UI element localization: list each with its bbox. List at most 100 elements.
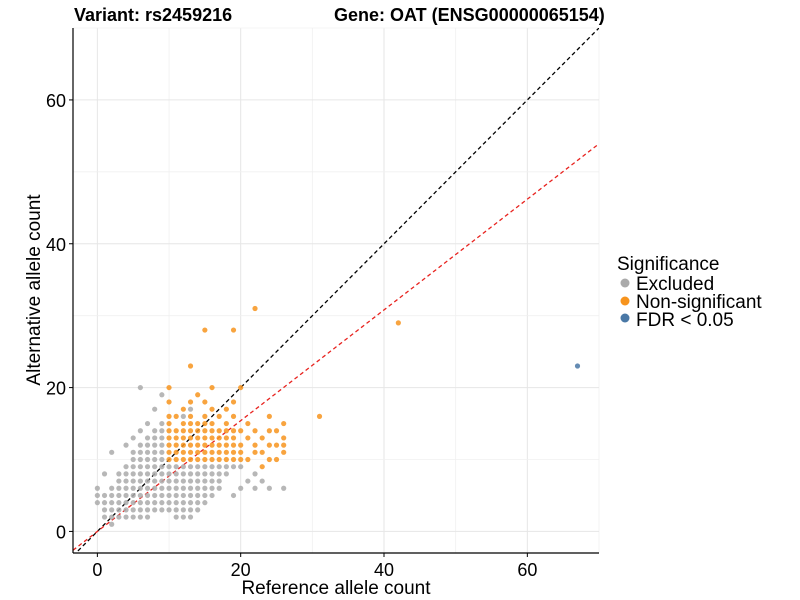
- point-non-significant: [216, 442, 222, 448]
- point-excluded: [144, 471, 151, 477]
- point-excluded: [195, 492, 201, 499]
- point-excluded: [130, 507, 136, 513]
- point-non-significant: [202, 420, 208, 427]
- point-excluded: [166, 492, 172, 499]
- point-non-significant: [166, 384, 172, 391]
- point-non-significant: [166, 428, 172, 434]
- point-non-significant: [281, 420, 287, 427]
- point-non-significant: [245, 420, 251, 427]
- data-points: [94, 305, 581, 527]
- point-excluded: [109, 507, 115, 513]
- point-non-significant: [273, 456, 280, 463]
- point-excluded: [173, 485, 179, 491]
- point-excluded: [116, 485, 122, 491]
- point-excluded: [173, 507, 179, 513]
- point-non-significant: [166, 449, 172, 455]
- point-excluded: [101, 492, 108, 499]
- point-excluded: [123, 442, 129, 448]
- point-excluded: [216, 485, 222, 491]
- point-non-significant: [238, 384, 244, 391]
- point-excluded: [195, 500, 201, 506]
- point-excluded: [166, 500, 172, 506]
- point-excluded: [109, 485, 115, 491]
- point-excluded: [109, 500, 115, 506]
- point-excluded: [152, 500, 158, 506]
- y-tick-label: 20: [46, 379, 66, 399]
- point-excluded: [180, 514, 186, 520]
- point-non-significant: [281, 449, 287, 455]
- point-non-significant: [166, 435, 172, 441]
- point-excluded: [123, 485, 129, 491]
- point-non-significant: [166, 442, 172, 448]
- point-excluded: [245, 478, 251, 484]
- x-tick-label: 20: [231, 560, 251, 580]
- point-excluded: [94, 500, 100, 506]
- point-non-significant: [180, 420, 186, 427]
- point-excluded: [144, 485, 151, 491]
- point-non-significant: [180, 456, 186, 463]
- point-non-significant: [230, 456, 237, 463]
- point-non-significant: [281, 442, 287, 448]
- point-non-significant: [173, 413, 179, 419]
- point-non-significant: [259, 464, 265, 470]
- point-non-significant: [245, 456, 251, 463]
- point-non-significant: [202, 442, 208, 448]
- point-excluded: [202, 478, 208, 484]
- point-excluded: [166, 478, 172, 484]
- point-excluded: [180, 471, 186, 477]
- point-excluded: [216, 478, 222, 484]
- point-excluded: [152, 478, 158, 484]
- point-excluded: [187, 492, 194, 499]
- point-excluded: [116, 478, 122, 484]
- point-excluded: [109, 449, 115, 455]
- point-non-significant: [173, 442, 179, 448]
- point-non-significant: [209, 435, 215, 441]
- point-excluded: [152, 442, 158, 448]
- point-non-significant: [180, 435, 186, 441]
- y-tick-label: 40: [46, 235, 66, 255]
- point-non-significant: [180, 428, 186, 434]
- point-non-significant: [223, 428, 229, 434]
- point-non-significant: [166, 420, 172, 427]
- point-excluded: [130, 492, 136, 499]
- legend-key-excluded: [620, 278, 630, 288]
- point-excluded: [152, 449, 158, 455]
- point-non-significant: [209, 442, 215, 448]
- point-non-significant: [195, 442, 201, 448]
- point-excluded: [166, 464, 172, 470]
- point-excluded: [144, 456, 151, 463]
- point-excluded: [137, 478, 143, 484]
- y-tick-label: 0: [56, 522, 66, 542]
- point-non-significant: [273, 442, 280, 448]
- x-axis-title: Reference allele count: [241, 578, 431, 599]
- point-non-significant: [238, 442, 244, 448]
- legend-title: Significance: [617, 254, 719, 275]
- point-excluded: [144, 507, 151, 513]
- point-non-significant: [209, 428, 215, 434]
- point-non-significant: [223, 406, 229, 412]
- point-non-significant: [259, 449, 265, 455]
- point-fdr-0-05: [574, 363, 581, 369]
- point-non-significant: [195, 449, 201, 455]
- legend-key-fdr: [620, 313, 630, 323]
- point-excluded: [187, 507, 194, 513]
- point-excluded: [180, 507, 186, 513]
- point-non-significant: [223, 442, 229, 448]
- point-non-significant: [173, 435, 179, 441]
- point-excluded: [144, 442, 151, 448]
- point-non-significant: [209, 456, 215, 463]
- point-excluded: [159, 464, 165, 470]
- point-non-significant: [223, 420, 229, 427]
- point-excluded: [137, 442, 143, 448]
- point-excluded: [130, 471, 136, 477]
- point-excluded: [116, 492, 122, 499]
- point-non-significant: [316, 413, 323, 419]
- point-excluded: [252, 485, 258, 491]
- point-excluded: [152, 406, 158, 412]
- point-excluded: [137, 485, 143, 491]
- point-excluded: [144, 500, 151, 506]
- point-non-significant: [187, 399, 194, 405]
- point-excluded: [137, 492, 143, 499]
- point-excluded: [173, 500, 179, 506]
